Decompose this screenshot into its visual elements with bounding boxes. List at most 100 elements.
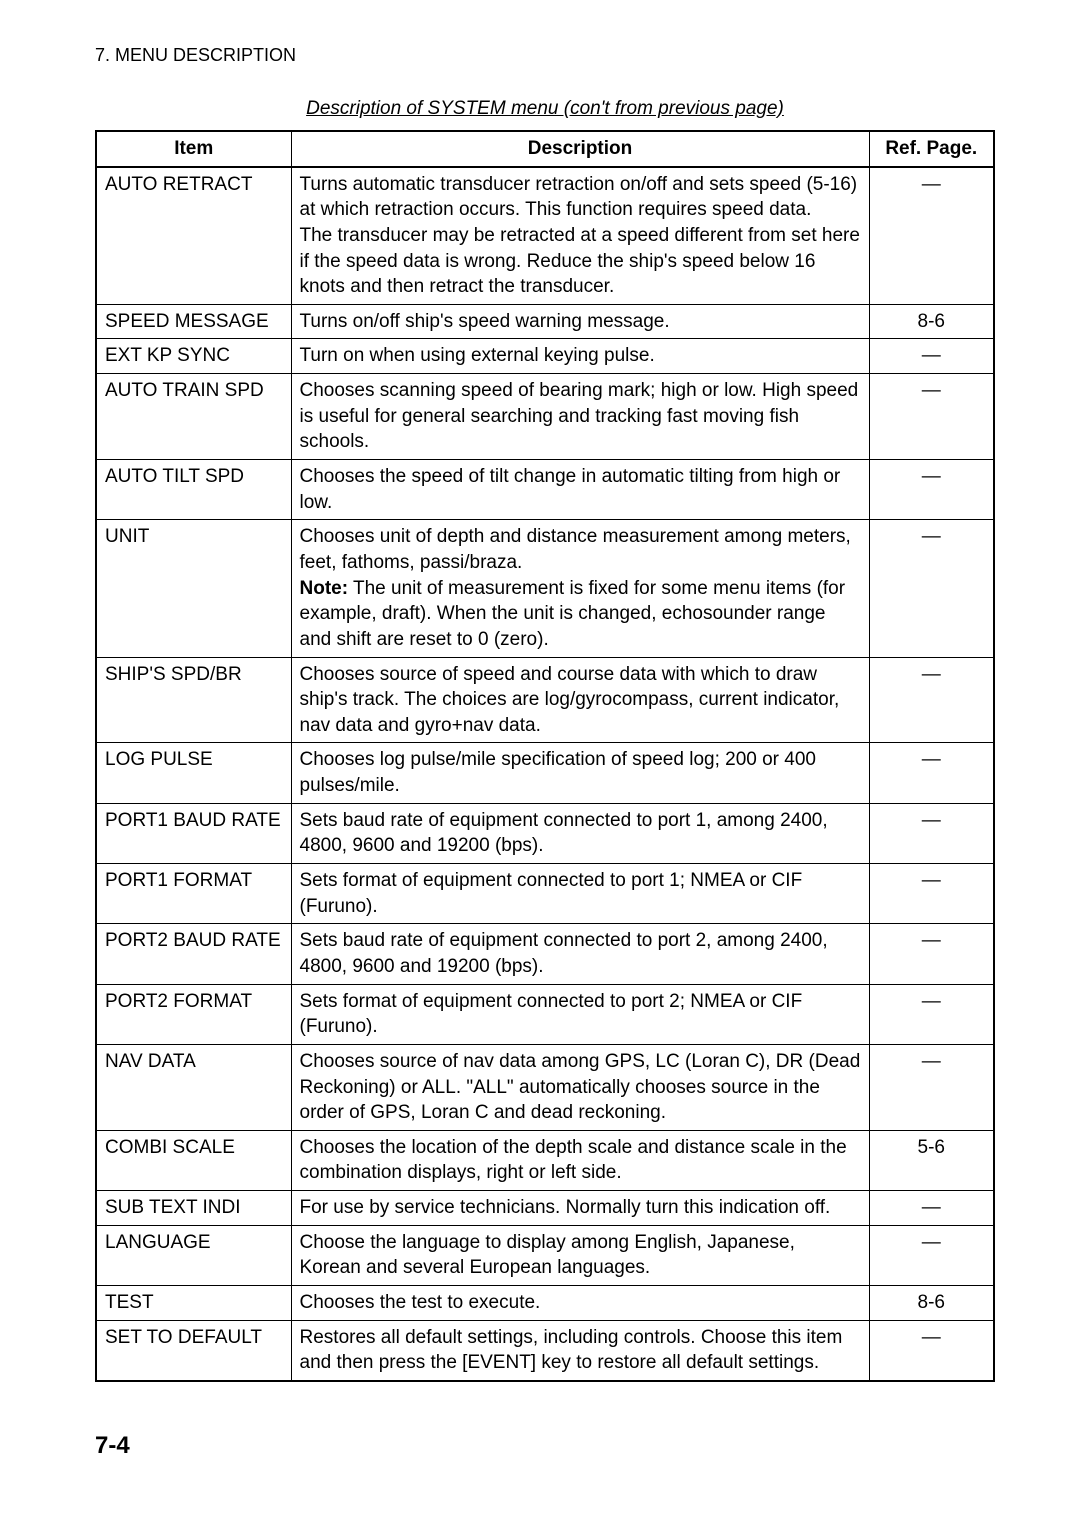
- table-row: EXT KP SYNCTurn on when using external k…: [96, 339, 994, 374]
- description-paragraph: Turns automatic transducer retraction on…: [300, 172, 861, 223]
- description-paragraph: Chooses the test to execute.: [300, 1290, 861, 1316]
- cell-description: Chooses log pulse/mile specification of …: [291, 743, 869, 803]
- cell-description: Chooses the location of the depth scale …: [291, 1130, 869, 1190]
- description-paragraph: Choose the language to display among Eng…: [300, 1230, 861, 1281]
- note-label: Note:: [300, 578, 349, 599]
- cell-ref-page: —: [869, 1044, 994, 1130]
- description-paragraph: Note: The unit of measurement is fixed f…: [300, 576, 861, 653]
- description-paragraph: Sets baud rate of equipment connected to…: [300, 808, 861, 859]
- description-paragraph: For use by service technicians. Normally…: [300, 1195, 861, 1221]
- cell-item: NAV DATA: [96, 1044, 291, 1130]
- cell-description: Sets format of equipment connected to po…: [291, 864, 869, 924]
- cell-description: Sets baud rate of equipment connected to…: [291, 924, 869, 984]
- col-ref-page: Ref. Page.: [869, 131, 994, 167]
- cell-item: AUTO RETRACT: [96, 167, 291, 305]
- cell-description: Turn on when using external keying pulse…: [291, 339, 869, 374]
- ref-value: 5-6: [918, 1137, 945, 1158]
- cell-description: For use by service technicians. Normally…: [291, 1191, 869, 1226]
- description-paragraph: Sets format of equipment connected to po…: [300, 868, 861, 919]
- ref-value: —: [922, 870, 941, 891]
- cell-ref-page: —: [869, 657, 994, 743]
- cell-ref-page: —: [869, 1320, 994, 1381]
- cell-ref-page: —: [869, 984, 994, 1044]
- table-caption: Description of SYSTEM menu (con't from p…: [95, 98, 995, 120]
- ref-value: —: [922, 749, 941, 770]
- cell-item: TEST: [96, 1285, 291, 1320]
- cell-ref-page: —: [869, 374, 994, 460]
- table-row: COMBI SCALEChooses the location of the d…: [96, 1130, 994, 1190]
- cell-item: PORT1 FORMAT: [96, 864, 291, 924]
- system-menu-table: Item Description Ref. Page. AUTO RETRACT…: [95, 130, 995, 1382]
- cell-ref-page: —: [869, 803, 994, 863]
- table-row: TEST Chooses the test to execute. 8-6: [96, 1285, 994, 1320]
- ref-value: 8-6: [918, 311, 945, 332]
- ref-value: —: [922, 664, 941, 685]
- cell-ref-page: 5-6: [869, 1130, 994, 1190]
- table-row: LANGUAGEChoose the language to display a…: [96, 1225, 994, 1285]
- ref-value: —: [922, 380, 941, 401]
- cell-description: Choose the language to display among Eng…: [291, 1225, 869, 1285]
- cell-ref-page: —: [869, 864, 994, 924]
- table-row: PORT2 FORMATSets format of equipment con…: [96, 984, 994, 1044]
- cell-item: COMBI SCALE: [96, 1130, 291, 1190]
- table-row: SPEED MESSAGETurns on/off ship's speed w…: [96, 304, 994, 339]
- ref-value: —: [922, 466, 941, 487]
- cell-item: PORT2 FORMAT: [96, 984, 291, 1044]
- cell-ref-page: —: [869, 1191, 994, 1226]
- description-paragraph: Chooses unit of depth and distance measu…: [300, 524, 861, 575]
- cell-item: SET TO DEFAULT: [96, 1320, 291, 1381]
- section-header: 7. MENU DESCRIPTION: [95, 45, 995, 66]
- cell-ref-page: 8-6: [869, 304, 994, 339]
- cell-item: AUTO TRAIN SPD: [96, 374, 291, 460]
- cell-description: Restores all default settings, including…: [291, 1320, 869, 1381]
- cell-description: Turns on/off ship's speed warning messag…: [291, 304, 869, 339]
- cell-description: Chooses the speed of tilt change in auto…: [291, 460, 869, 520]
- cell-ref-page: 8-6: [869, 1285, 994, 1320]
- cell-description: Turns automatic transducer retraction on…: [291, 167, 869, 305]
- cell-item: SPEED MESSAGE: [96, 304, 291, 339]
- ref-value: —: [922, 810, 941, 831]
- cell-item: SHIP'S SPD/BR: [96, 657, 291, 743]
- cell-item: PORT2 BAUD RATE: [96, 924, 291, 984]
- cell-ref-page: —: [869, 743, 994, 803]
- cell-item: PORT1 BAUD RATE: [96, 803, 291, 863]
- page-number: 7-4: [95, 1432, 995, 1460]
- description-paragraph: Chooses scanning speed of bearing mark; …: [300, 378, 861, 455]
- table-row: SET TO DEFAULTRestores all default setti…: [96, 1320, 994, 1381]
- description-paragraph: Chooses log pulse/mile specification of …: [300, 747, 861, 798]
- col-item: Item: [96, 131, 291, 167]
- description-paragraph: Turn on when using external keying pulse…: [300, 343, 861, 369]
- cell-ref-page: —: [869, 167, 994, 305]
- cell-description: Sets baud rate of equipment connected to…: [291, 803, 869, 863]
- cell-description: Chooses the test to execute.: [291, 1285, 869, 1320]
- table-row: SHIP'S SPD/BRChooses source of speed and…: [96, 657, 994, 743]
- cell-description: Chooses source of nav data among GPS, LC…: [291, 1044, 869, 1130]
- description-paragraph: The transducer may be retracted at a spe…: [300, 223, 861, 300]
- description-paragraph: Sets format of equipment connected to po…: [300, 989, 861, 1040]
- cell-description: Chooses source of speed and course data …: [291, 657, 869, 743]
- cell-item: UNIT: [96, 520, 291, 657]
- table-header-row: Item Description Ref. Page.: [96, 131, 994, 167]
- ref-value: 8-6: [918, 1292, 945, 1313]
- table-row: PORT1 FORMATSets format of equipment con…: [96, 864, 994, 924]
- note-text: The unit of measurement is fixed for som…: [300, 578, 846, 650]
- cell-description: Chooses scanning speed of bearing mark; …: [291, 374, 869, 460]
- cell-ref-page: —: [869, 460, 994, 520]
- description-paragraph: Restores all default settings, including…: [300, 1325, 861, 1376]
- ref-value: —: [922, 1232, 941, 1253]
- col-description: Description: [291, 131, 869, 167]
- ref-value: —: [922, 345, 941, 366]
- table-row: UNITChooses unit of depth and distance m…: [96, 520, 994, 657]
- cell-item: LOG PULSE: [96, 743, 291, 803]
- table-row: SUB TEXT INDI For use by service technici…: [96, 1191, 994, 1226]
- ref-value: —: [922, 1051, 941, 1072]
- table-row: LOG PULSEChooses log pulse/mile specific…: [96, 743, 994, 803]
- ref-value: —: [922, 1197, 941, 1218]
- description-paragraph: Chooses the speed of tilt change in auto…: [300, 464, 861, 515]
- cell-item: SUB TEXT INDI: [96, 1191, 291, 1226]
- cell-ref-page: —: [869, 520, 994, 657]
- ref-value: —: [922, 526, 941, 547]
- table-row: PORT2 BAUD RATESets baud rate of equipme…: [96, 924, 994, 984]
- table-row: PORT1 BAUD RATESets baud rate of equipme…: [96, 803, 994, 863]
- table-row: NAV DATAChooses source of nav data among…: [96, 1044, 994, 1130]
